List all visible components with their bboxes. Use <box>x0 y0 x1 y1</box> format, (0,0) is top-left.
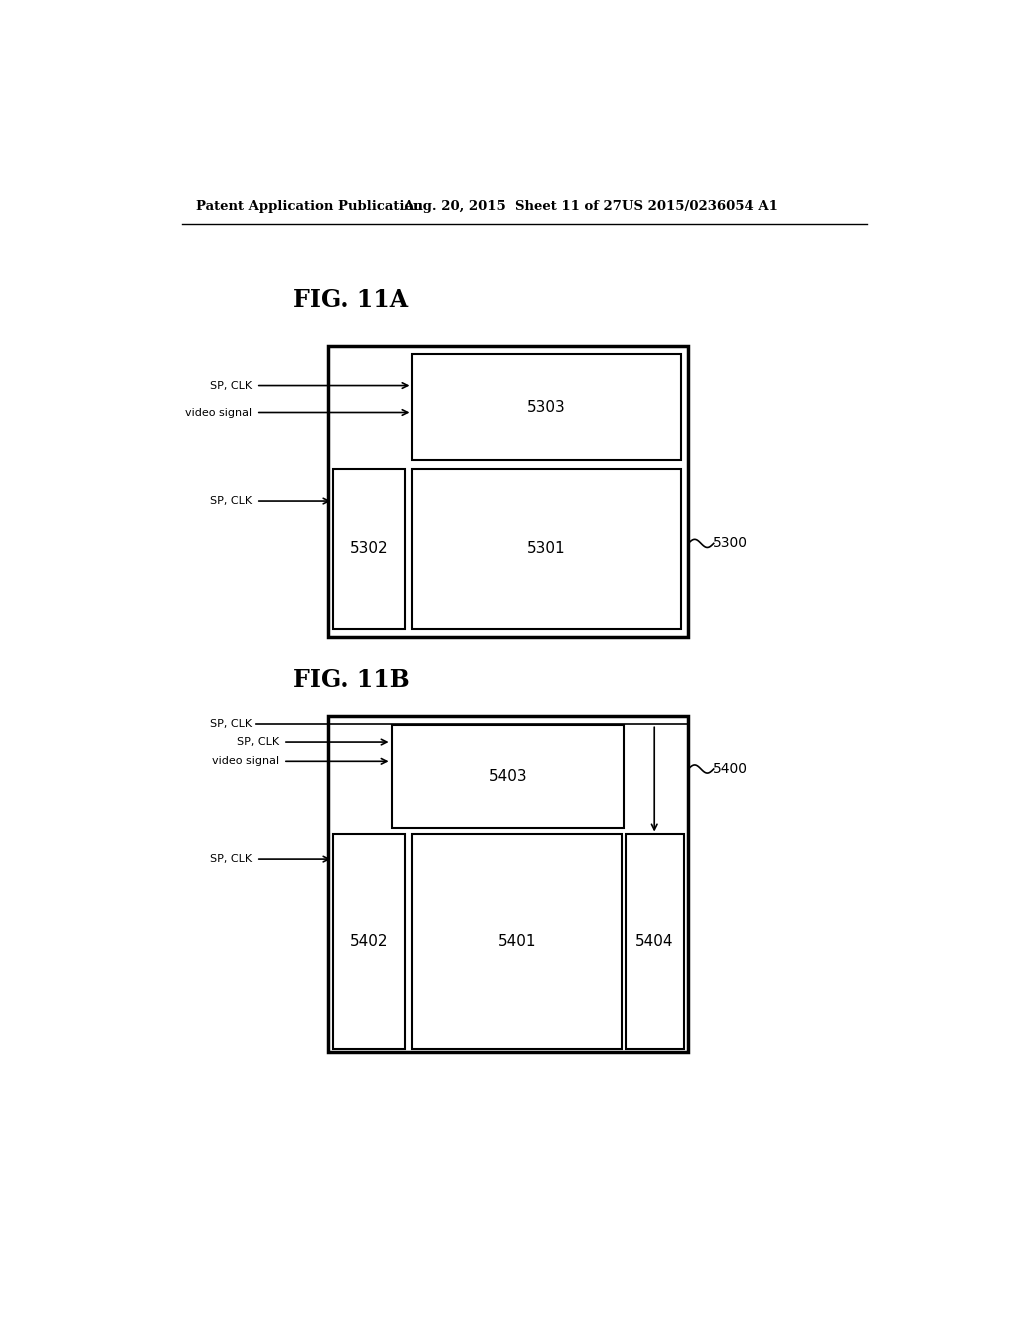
Text: FIG. 11B: FIG. 11B <box>293 668 410 692</box>
Bar <box>413 469 681 628</box>
Bar <box>334 469 406 628</box>
Text: 5300: 5300 <box>713 536 749 550</box>
Bar <box>413 354 681 461</box>
Text: US 2015/0236054 A1: US 2015/0236054 A1 <box>623 199 778 213</box>
Text: SP, CLK: SP, CLK <box>210 854 252 865</box>
Bar <box>328 715 688 1052</box>
Text: 5302: 5302 <box>350 541 389 556</box>
Text: 5303: 5303 <box>527 400 566 414</box>
Bar <box>391 725 624 828</box>
Text: 5400: 5400 <box>713 762 749 776</box>
Text: Patent Application Publication: Patent Application Publication <box>197 199 423 213</box>
Bar <box>626 834 684 1048</box>
Text: video signal: video signal <box>184 408 252 417</box>
Text: FIG. 11A: FIG. 11A <box>293 288 409 312</box>
Bar <box>413 834 622 1048</box>
Text: Aug. 20, 2015  Sheet 11 of 27: Aug. 20, 2015 Sheet 11 of 27 <box>403 199 622 213</box>
Bar <box>334 834 406 1048</box>
Bar <box>328 346 688 636</box>
Text: SP, CLK: SP, CLK <box>210 380 252 391</box>
Text: SP, CLK: SP, CLK <box>237 737 279 747</box>
Text: 5404: 5404 <box>635 935 674 949</box>
Text: 5402: 5402 <box>350 935 389 949</box>
Text: video signal: video signal <box>212 756 279 767</box>
Text: 5401: 5401 <box>498 935 537 949</box>
Text: 5301: 5301 <box>527 541 566 556</box>
Text: SP, CLK: SP, CLK <box>210 496 252 506</box>
Text: SP, CLK: SP, CLK <box>210 719 252 730</box>
Text: 5403: 5403 <box>488 768 527 784</box>
